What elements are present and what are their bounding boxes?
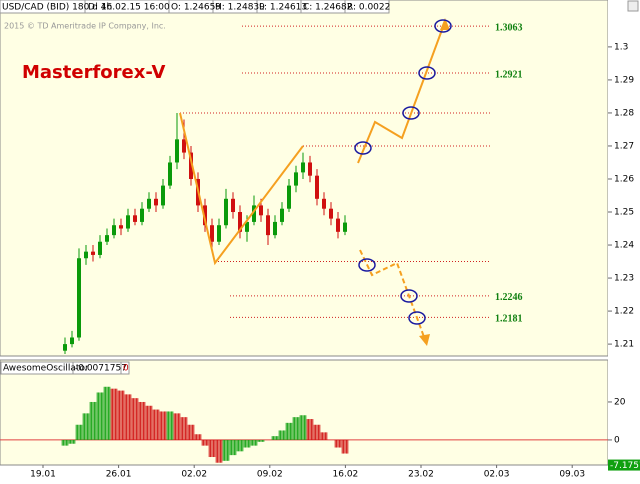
high: H: 1.24839 [215, 3, 265, 13]
oscillator-name: AwesomeOscillator [3, 364, 89, 374]
y-tick-label: 20 [614, 397, 626, 407]
candle-body [329, 208, 333, 219]
target-circle [418, 66, 436, 80]
date: D: 16.02.15 16:00 [88, 3, 170, 13]
x-tick-label: 26.01 [106, 470, 132, 480]
oscillator-zero: 0 [123, 364, 129, 374]
candle-body [245, 221, 249, 232]
candle-body [112, 225, 116, 236]
x-tick-label: 09.02 [257, 470, 283, 480]
y-tick-label: 1.27 [614, 141, 634, 151]
panel-button[interactable] [627, 0, 639, 12]
candle-body [91, 251, 95, 255]
watermark: 2015 © TD Ameritrade IP Company, Inc. [4, 22, 166, 31]
target-circle [400, 289, 418, 303]
candle-body [182, 139, 186, 153]
y-tick-label: 1.25 [614, 208, 634, 218]
arrow-down [419, 334, 430, 346]
candle-body [84, 251, 88, 259]
candle-body [252, 205, 256, 222]
level-label: 1.2921 [495, 69, 523, 80]
candle-body [259, 205, 263, 216]
y-tick-label: 1.29 [614, 75, 634, 85]
y-tick-label: 1.28 [614, 108, 634, 118]
candle-body [140, 208, 144, 222]
y-tick-label: 1.24 [614, 241, 634, 251]
low: L: 1.24613 [259, 3, 307, 13]
candle-body [231, 198, 235, 213]
open: O: 1.24659 [171, 3, 221, 13]
candle-body [105, 235, 109, 242]
candle-body [203, 205, 207, 226]
arrow-up [440, 18, 450, 30]
candle-body [301, 162, 305, 173]
candle-body [70, 337, 74, 345]
x-tick-label: 23.02 [408, 470, 434, 480]
target-circle [354, 141, 372, 155]
level-label: 1.2181 [495, 314, 523, 325]
candle-body [119, 225, 123, 229]
close: C: 1.24682 [303, 3, 352, 13]
zigzag [179, 112, 304, 266]
field [344, 0, 390, 14]
candle-body [154, 198, 158, 206]
x-tick-label: 16.02 [333, 470, 359, 480]
candle-body [217, 225, 221, 242]
candle-body [98, 241, 102, 255]
candle-body [322, 198, 326, 209]
title: Masterforex-V [22, 62, 166, 83]
candle-body [238, 212, 242, 232]
candle-body [266, 215, 270, 236]
target-circle [408, 311, 426, 325]
x-tick-label: 02.03 [484, 470, 510, 480]
candle-body [280, 208, 284, 222]
oscillator-reading: -0.0071757 [75, 364, 127, 374]
x-tick-label: 02.02 [181, 470, 207, 480]
y-tick-label: 0 [614, 435, 620, 445]
candle-body [336, 218, 340, 232]
header-bar: USD/CAD (BID) 180 d 4h D: 16.02.15 16:00… [0, 0, 390, 14]
candle-body [294, 172, 298, 186]
x-tick-label: 09.03 [559, 470, 585, 480]
target-circle [434, 19, 452, 33]
field [120, 361, 130, 375]
candle-body [210, 225, 214, 242]
right-axis [608, 0, 640, 465]
y-tick-label: 1.21 [614, 340, 634, 350]
candle-body [77, 258, 81, 338]
candle-body [287, 185, 291, 209]
range: R: 0.0022 [347, 3, 390, 13]
candle-body [189, 152, 193, 179]
candle-body [224, 198, 228, 226]
y-tick-label: 1.22 [614, 307, 634, 317]
candle-body [147, 198, 151, 209]
x-tick-label: 19.01 [30, 470, 56, 480]
target-circle [358, 258, 376, 272]
candle-body [343, 222, 347, 232]
candle-body [168, 162, 172, 186]
target-circle [402, 106, 420, 120]
y-tick-label: 1.26 [614, 174, 634, 184]
y-tick-label: 1.23 [614, 274, 634, 284]
candle-body [126, 215, 130, 229]
forecast-down [359, 249, 425, 338]
level-label: 1.3063 [495, 22, 523, 33]
candle-body [175, 139, 179, 163]
level-label: 1.2246 [495, 292, 523, 303]
candle-body [308, 162, 312, 176]
oscillator-header: AwesomeOscillator -0.0071757 0 [0, 361, 130, 375]
candle-body [273, 221, 277, 236]
symbol: USD/CAD (BID) 180 d 4h [2, 3, 112, 13]
price-panel [0, 0, 609, 357]
candle-body [133, 215, 137, 222]
y-tick-label: 1.3 [614, 42, 628, 52]
candle-body [63, 344, 67, 351]
candle-body [315, 175, 319, 199]
last-value-box [608, 459, 640, 471]
forecast-annotations [179, 18, 452, 346]
last-value-label: -7.1757 [610, 461, 640, 471]
candle-body [161, 185, 165, 206]
